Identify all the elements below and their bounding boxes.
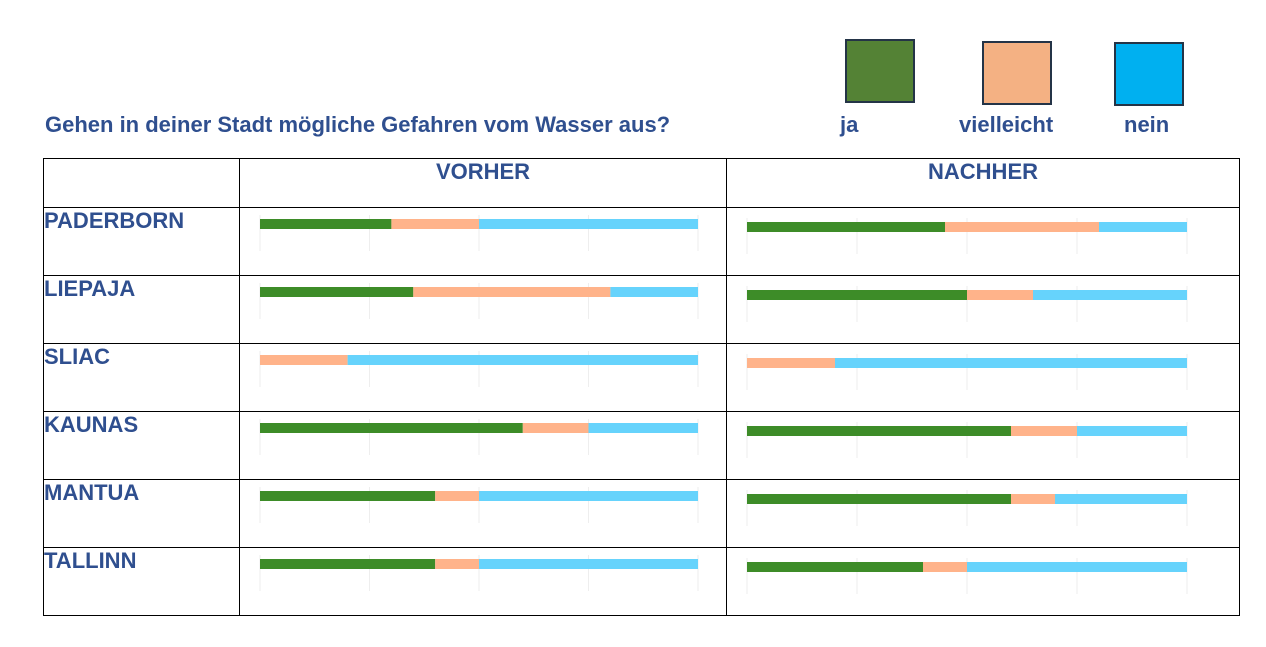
bar-cell-vorher: [239, 479, 727, 548]
bar-cell-nachher: [726, 207, 1240, 276]
bar-segment-vielleicht: [413, 287, 611, 297]
bar-segment-vielleicht: [1011, 426, 1077, 436]
city-label: MANTUA: [43, 479, 240, 548]
table-row: LIEPAJA: [43, 275, 1240, 344]
stacked-bar-chart: [746, 218, 1188, 254]
bar-segment-ja: [747, 290, 967, 300]
stacked-bar-chart: [259, 555, 699, 591]
stacked-bar-chart: [746, 490, 1188, 526]
bar-segment-nein: [1099, 222, 1187, 232]
bar-segment-ja: [747, 222, 945, 232]
results-table: VORHER NACHHER PADERBORN LIEPAJA SLIAC K…: [43, 158, 1240, 616]
legend-swatch-vielleicht: [982, 41, 1052, 105]
bar-cell-nachher: [726, 411, 1240, 480]
bar-segment-vielleicht: [522, 423, 589, 433]
table-row: SLIAC: [43, 343, 1240, 412]
bar-segment-vielleicht: [967, 290, 1033, 300]
bar-segment-vielleicht: [435, 559, 479, 569]
bar-segment-vielleicht: [1011, 494, 1055, 504]
stacked-bar-chart: [259, 215, 699, 251]
table-row: TALLINN: [43, 547, 1240, 616]
corner-cell: [43, 158, 240, 208]
legend-swatch-nein: [1114, 42, 1184, 106]
city-label: TALLINN: [43, 547, 240, 616]
bar-segment-nein: [588, 423, 698, 433]
bar-cell-vorher: [239, 547, 727, 616]
bar-cell-vorher: [239, 207, 727, 276]
bar-segment-ja: [747, 494, 1011, 504]
bar-segment-ja: [747, 562, 923, 572]
bar-segment-ja: [260, 559, 436, 569]
stacked-bar-chart: [746, 286, 1188, 322]
city-label: KAUNAS: [43, 411, 240, 480]
column-header-nachher: NACHHER: [726, 158, 1240, 208]
bar-cell-nachher: [726, 479, 1240, 548]
bar-segment-vielleicht: [260, 355, 348, 365]
bar-cell-nachher: [726, 343, 1240, 412]
city-label: SLIAC: [43, 343, 240, 412]
legend-label-vielleicht: vielleicht: [959, 112, 1054, 137]
header-row: VORHER NACHHER: [43, 158, 1240, 208]
bar-segment-nein: [1077, 426, 1187, 436]
bar-segment-nein: [967, 562, 1187, 572]
bar-segment-vielleicht: [435, 491, 479, 501]
bar-segment-vielleicht: [391, 219, 479, 229]
city-label: LIEPAJA: [43, 275, 240, 344]
bar-cell-vorher: [239, 275, 727, 344]
bar-cell-vorher: [239, 343, 727, 412]
bar-segment-ja: [260, 423, 523, 433]
stacked-bar-chart: [746, 354, 1188, 390]
bar-segment-nein: [347, 355, 698, 365]
stacked-bar-chart: [746, 558, 1188, 594]
bar-segment-ja: [260, 219, 392, 229]
question-title: Gehen in deiner Stadt mögliche Gefahren …: [45, 112, 671, 137]
column-header-vorher: VORHER: [239, 158, 727, 208]
bar-cell-vorher: [239, 411, 727, 480]
bar-segment-vielleicht: [945, 222, 1099, 232]
stacked-bar-chart: [746, 422, 1188, 458]
table-row: KAUNAS: [43, 411, 1240, 480]
legend-label-ja: ja: [840, 112, 859, 137]
bar-segment-nein: [1033, 290, 1187, 300]
bar-segment-nein: [479, 559, 698, 569]
bar-segment-nein: [610, 287, 698, 297]
bar-segment-nein: [479, 219, 698, 229]
bar-segment-nein: [479, 491, 698, 501]
bar-segment-vielleicht: [923, 562, 967, 572]
bar-segment-nein: [835, 358, 1187, 368]
table-row: MANTUA: [43, 479, 1240, 548]
stacked-bar-chart: [259, 351, 699, 387]
bar-segment-nein: [1055, 494, 1187, 504]
stacked-bar-chart: [259, 419, 699, 455]
city-label: PADERBORN: [43, 207, 240, 276]
bar-segment-vielleicht: [747, 358, 835, 368]
bar-segment-ja: [747, 426, 1011, 436]
bar-segment-ja: [260, 287, 414, 297]
bar-segment-ja: [260, 491, 436, 501]
stacked-bar-chart: [259, 283, 699, 319]
table-row: PADERBORN: [43, 207, 1240, 276]
bar-cell-nachher: [726, 275, 1240, 344]
bar-cell-nachher: [726, 547, 1240, 616]
legend-label-nein: nein: [1124, 112, 1170, 137]
stacked-bar-chart: [259, 487, 699, 523]
legend-swatch-ja: [845, 39, 915, 103]
